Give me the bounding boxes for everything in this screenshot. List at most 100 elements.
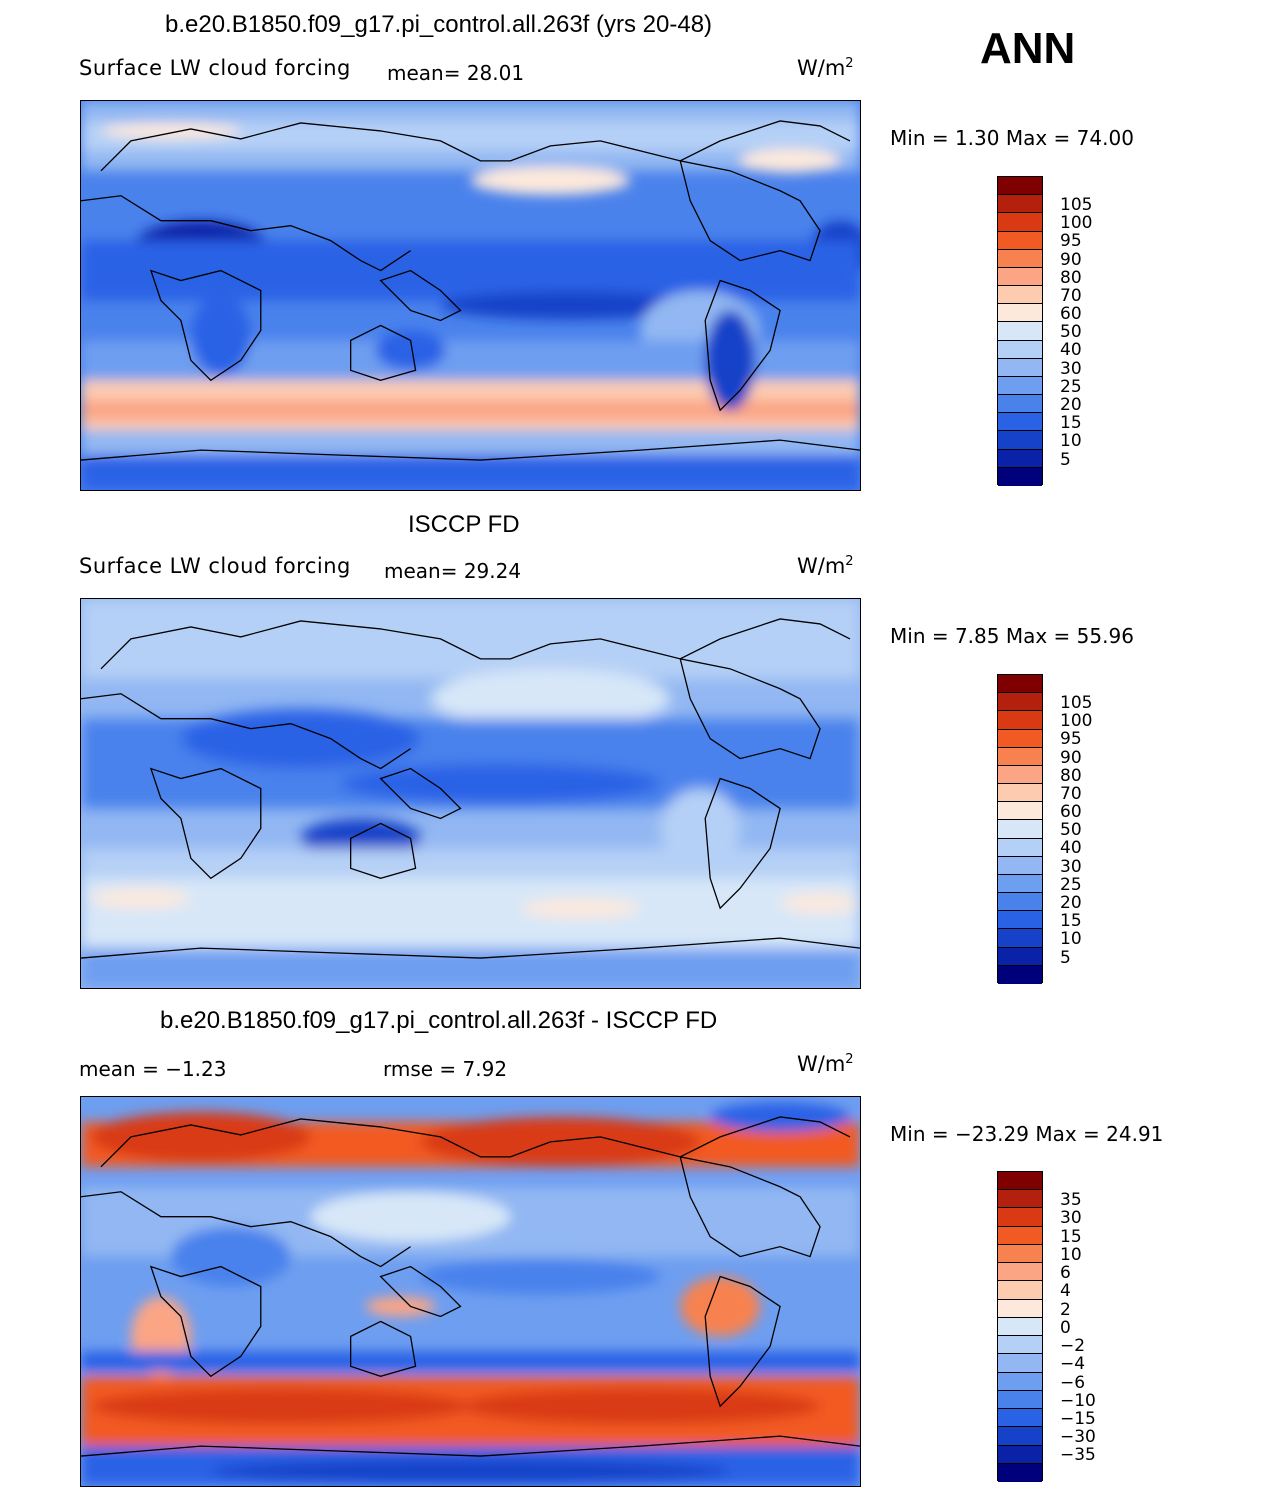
panel1-colorbar bbox=[997, 176, 1043, 486]
colorbar-label: 6 bbox=[1060, 1263, 1071, 1284]
panel1-subtitle: Surface LW cloud forcing bbox=[79, 56, 351, 80]
colorbar-swatch bbox=[998, 195, 1042, 214]
colorbar-label: 60 bbox=[1060, 304, 1082, 325]
colorbar-swatch bbox=[998, 929, 1042, 948]
colorbar-label: 4 bbox=[1060, 1281, 1071, 1302]
colorbar-swatch bbox=[998, 747, 1042, 766]
colorbar-label: 0 bbox=[1060, 1317, 1071, 1338]
colorbar-label: 95 bbox=[1060, 231, 1082, 252]
colorbar-label: 2 bbox=[1060, 1299, 1071, 1320]
colorbar-swatch bbox=[998, 1427, 1042, 1446]
colorbar-swatch bbox=[998, 1263, 1042, 1282]
colorbar-label: 5 bbox=[1060, 947, 1071, 968]
panel2-minmax: Min = 7.85 Max = 55.96 bbox=[890, 624, 1134, 648]
colorbar-swatch bbox=[998, 675, 1042, 694]
colorbar-swatch bbox=[998, 1172, 1042, 1191]
colorbar-label: 25 bbox=[1060, 874, 1082, 895]
colorbar-label: 25 bbox=[1060, 376, 1082, 397]
panel1-units: W/m2 bbox=[797, 56, 854, 80]
colorbar-swatch bbox=[998, 965, 1042, 984]
colorbar-swatch bbox=[998, 1299, 1042, 1318]
colorbar-swatch bbox=[998, 1190, 1042, 1209]
colorbar-label: 40 bbox=[1060, 838, 1082, 859]
panel3-rmse: rmse = 7.92 bbox=[383, 1057, 508, 1081]
panel3-title: b.e20.B1850.f09_g17.pi_control.all.263f … bbox=[160, 1007, 718, 1034]
colorbar-label: 100 bbox=[1060, 213, 1093, 234]
colorbar-label: 90 bbox=[1060, 747, 1082, 768]
colorbar-swatch bbox=[998, 1354, 1042, 1373]
colorbar-label: 105 bbox=[1060, 693, 1093, 714]
season-label: ANN bbox=[980, 24, 1076, 73]
colorbar-swatch bbox=[998, 1390, 1042, 1410]
colorbar-swatch bbox=[998, 893, 1042, 912]
colorbar-label: 105 bbox=[1060, 195, 1093, 216]
colorbar-label: 80 bbox=[1060, 765, 1082, 786]
colorbar-label: −30 bbox=[1060, 1427, 1096, 1448]
colorbar-swatch bbox=[998, 693, 1042, 712]
colorbar-label: −2 bbox=[1060, 1336, 1086, 1357]
colorbar-swatch bbox=[998, 340, 1042, 359]
colorbar-swatch bbox=[998, 729, 1042, 748]
colorbar-swatch bbox=[998, 838, 1042, 857]
colorbar-label: 5 bbox=[1060, 449, 1071, 470]
colorbar-swatch bbox=[998, 467, 1042, 486]
panel1-minmax: Min = 1.30 Max = 74.00 bbox=[890, 126, 1134, 150]
colorbar-label: 10 bbox=[1060, 1244, 1082, 1265]
panel2-subtitle: Surface LW cloud forcing bbox=[79, 554, 351, 578]
colorbar-label: 100 bbox=[1060, 711, 1093, 732]
colorbar-swatch bbox=[998, 711, 1042, 730]
colorbar-swatch bbox=[998, 1208, 1042, 1227]
colorbar-label: 15 bbox=[1060, 911, 1082, 932]
colorbar-swatch bbox=[998, 286, 1042, 305]
colorbar-label: 15 bbox=[1060, 1226, 1082, 1247]
panel2-title: ISCCP FD bbox=[408, 511, 520, 538]
colorbar-label: −15 bbox=[1060, 1408, 1096, 1429]
colorbar-label: 50 bbox=[1060, 820, 1082, 841]
panel2-mean: mean= 29.24 bbox=[384, 559, 522, 583]
colorbar-label: 35 bbox=[1060, 1190, 1082, 1211]
colorbar-label: 30 bbox=[1060, 1208, 1082, 1229]
colorbar-swatch bbox=[998, 1409, 1042, 1428]
colorbar-swatch bbox=[998, 911, 1042, 930]
colorbar-swatch bbox=[998, 1317, 1042, 1337]
colorbar-swatch bbox=[998, 947, 1042, 966]
colorbar-label: −6 bbox=[1060, 1372, 1086, 1393]
panel3-minmax: Min = −23.29 Max = 24.91 bbox=[890, 1122, 1164, 1146]
colorbar-label: −35 bbox=[1060, 1445, 1096, 1466]
colorbar-label: 30 bbox=[1060, 358, 1082, 379]
panel3-colorbar bbox=[997, 1171, 1043, 1482]
colorbar-swatch bbox=[998, 431, 1042, 450]
colorbar-swatch bbox=[998, 802, 1042, 821]
colorbar-swatch bbox=[998, 249, 1042, 268]
colorbar-swatch bbox=[998, 395, 1042, 414]
colorbar-swatch bbox=[998, 1226, 1042, 1245]
colorbar-label: 10 bbox=[1060, 929, 1082, 950]
colorbar-label: 15 bbox=[1060, 413, 1082, 434]
colorbar-swatch bbox=[998, 304, 1042, 323]
colorbar-label: 90 bbox=[1060, 249, 1082, 270]
colorbar-swatch bbox=[998, 1445, 1042, 1464]
colorbar-label: 20 bbox=[1060, 893, 1082, 914]
colorbar-swatch bbox=[998, 1281, 1042, 1300]
colorbar-label: 60 bbox=[1060, 802, 1082, 823]
colorbar-swatch bbox=[998, 231, 1042, 250]
colorbar-label: −10 bbox=[1060, 1390, 1096, 1411]
colorbar-swatch bbox=[998, 322, 1042, 341]
colorbar-swatch bbox=[998, 177, 1042, 196]
colorbar-label: 70 bbox=[1060, 783, 1082, 804]
colorbar-swatch bbox=[998, 376, 1042, 396]
colorbar-swatch bbox=[998, 874, 1042, 894]
colorbar-swatch bbox=[998, 856, 1042, 875]
panel3-units: W/m2 bbox=[797, 1052, 854, 1076]
colorbar-swatch bbox=[998, 449, 1042, 468]
colorbar-label: 70 bbox=[1060, 285, 1082, 306]
colorbar-swatch bbox=[998, 784, 1042, 803]
colorbar-label: 80 bbox=[1060, 267, 1082, 288]
colorbar-swatch bbox=[998, 1463, 1042, 1482]
colorbar-label: 95 bbox=[1060, 729, 1082, 750]
panel2-units: W/m2 bbox=[797, 554, 854, 578]
colorbar-swatch bbox=[998, 1244, 1042, 1264]
colorbar-swatch bbox=[998, 765, 1042, 785]
colorbar-swatch bbox=[998, 1372, 1042, 1391]
panel2-colorbar bbox=[997, 674, 1043, 984]
